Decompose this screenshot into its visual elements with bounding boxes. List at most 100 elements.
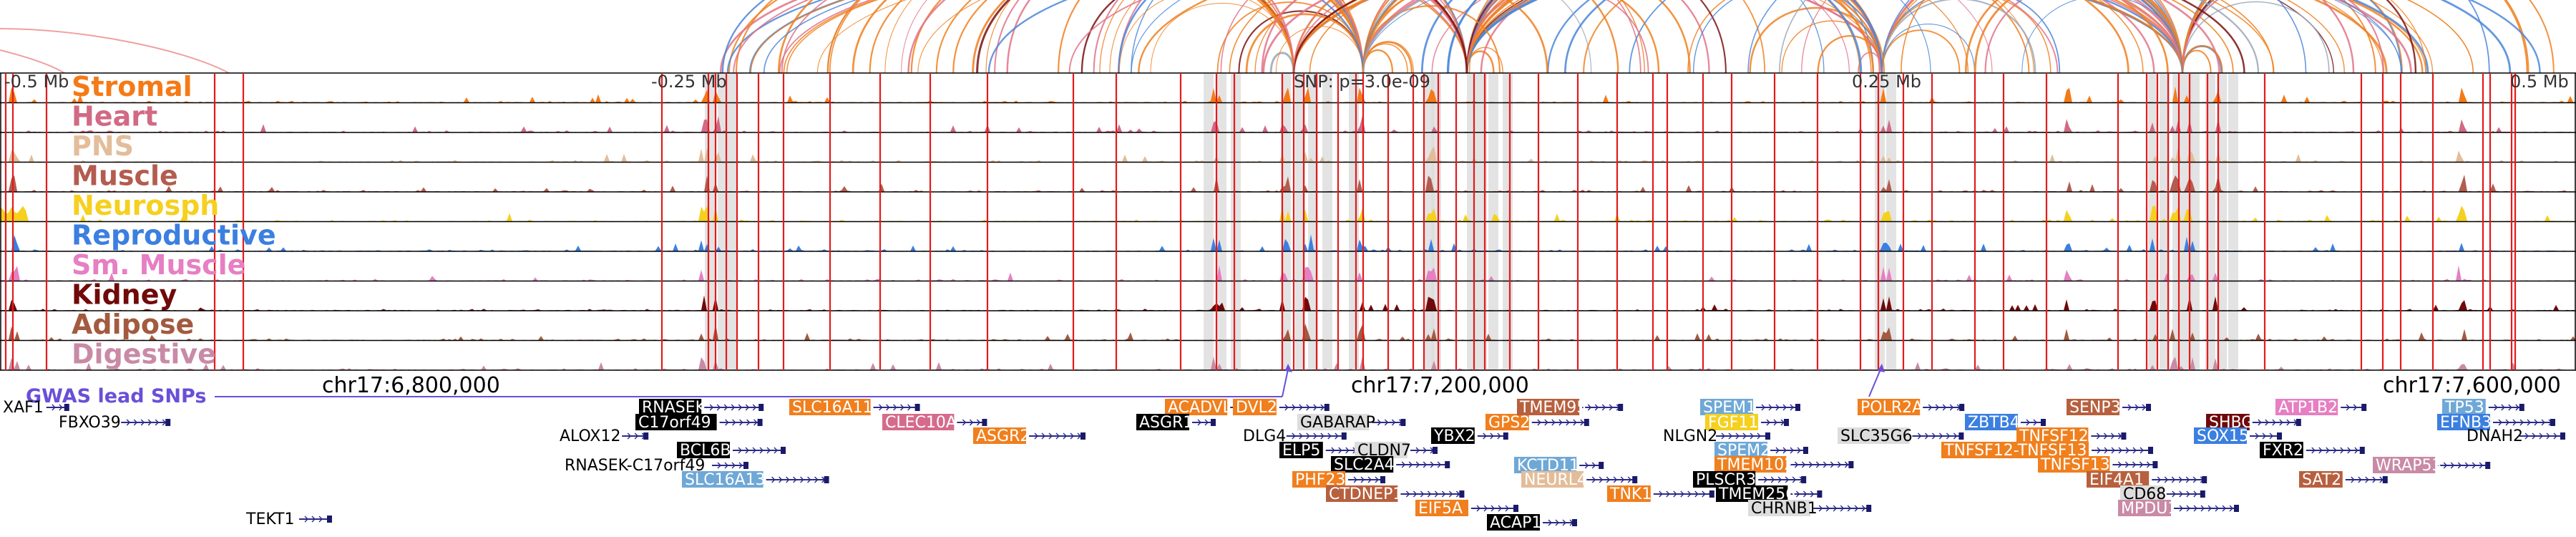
interaction-arc <box>1583 0 2183 74</box>
gene-label: WRAP53 <box>2376 457 2441 475</box>
gene-asgr2[interactable]: ASGR2 <box>973 427 1085 445</box>
gene-nlgn2[interactable]: NLGN2 <box>1663 427 1770 445</box>
strand-arrow <box>59 404 63 411</box>
interaction-arc <box>1118 0 1365 74</box>
interaction-arc <box>901 0 1294 74</box>
gene-chrnb1[interactable]: CHRNB1 <box>1748 500 1872 518</box>
strand-arrow <box>1782 447 1787 454</box>
gene-senp3[interactable]: SENP3 <box>2067 399 2151 417</box>
gene-rnasek[interactable]: RNASEK <box>639 399 764 417</box>
strand-arrow <box>2472 462 2477 469</box>
gene-exon <box>1341 432 1347 440</box>
strand-arrow <box>2111 447 2115 454</box>
gene-sox15[interactable]: SOX15 <box>2194 427 2282 445</box>
strand-arrow <box>1476 505 1480 512</box>
gene-slc35g6[interactable]: SLC35G6 <box>1838 427 1964 445</box>
gene-atp1b2[interactable]: ATP1B2 <box>2275 399 2367 417</box>
gene-elp5[interactable]: ELP5 <box>1279 442 1370 460</box>
gene-sat2[interactable]: SAT2 <box>2299 471 2388 489</box>
gene-eif5a[interactable]: EIF5A <box>1415 500 1518 518</box>
gene-tp53[interactable]: TP53 <box>2442 399 2524 417</box>
gene-exon <box>1618 404 1624 411</box>
gene-dlg4[interactable]: DLG4 <box>1243 427 1347 445</box>
strand-arrow <box>1306 432 1310 440</box>
strand-arrow <box>745 447 749 454</box>
gene-fbxo39[interactable]: FBXO39 <box>59 414 171 432</box>
interaction-arc <box>1362 0 1619 74</box>
strand-arrow <box>2200 505 2205 512</box>
gene-efnb3[interactable]: EFNB3 <box>2437 414 2555 432</box>
gene-fgf11[interactable]: FGF11 <box>1705 414 1789 432</box>
strand-arrow <box>1580 419 1584 426</box>
interaction-arc <box>976 0 1468 74</box>
gene-exon <box>1324 404 1330 411</box>
gene-tnk1[interactable]: TNK1 <box>1607 485 1714 503</box>
strand-arrow <box>2222 505 2226 512</box>
interaction-arc <box>1292 0 2388 74</box>
strand-arrow <box>1292 432 1296 440</box>
gene-dnah2[interactable]: DNAH2 <box>2467 427 2565 445</box>
strand-arrow <box>752 404 757 411</box>
gene-c17orf49[interactable]: C17orf49 <box>635 414 763 432</box>
gene-label-box <box>1693 471 1756 488</box>
gene-rnasek-c17orf49[interactable]: RNASEK-C17orf49 <box>565 457 748 475</box>
strand-arrow <box>1377 419 1382 426</box>
gene-ctdnep1[interactable]: CTDNEP1 <box>1326 485 1465 503</box>
gene-acap1[interactable]: ACAP1 <box>1487 514 1577 532</box>
strand-arrow <box>1620 476 1625 483</box>
gene-acadvl[interactable]: ACADVL <box>1165 399 1271 417</box>
strand-arrow <box>1795 490 1800 498</box>
gene-label-box <box>2118 500 2171 516</box>
gene-gabarap[interactable]: GABARAP <box>1297 414 1406 432</box>
interaction-arc <box>907 0 1468 74</box>
gene-polr2a[interactable]: POLR2A <box>1858 399 1965 417</box>
gene-zbtb4[interactable]: ZBTB4 <box>1965 414 2046 432</box>
strand-arrow <box>2318 447 2323 454</box>
track-label-muscle: Muscle <box>72 160 178 192</box>
strand-arrow <box>2505 419 2509 426</box>
gene-wrap53[interactable]: WRAP53 <box>2373 457 2491 475</box>
gene-neurl4[interactable]: NEURL4 <box>1521 471 1638 489</box>
gene-tnfsf13[interactable]: TNFSF13 <box>2038 456 2158 474</box>
gene-spem1[interactable]: SPEM1 <box>1700 399 1800 417</box>
gene-label-box <box>2299 471 2343 488</box>
gene-gps2[interactable]: GPS2 <box>1485 414 1589 432</box>
gene-tmem102[interactable]: TMEM102 <box>1714 456 1854 474</box>
strand-arrow <box>1555 519 1559 526</box>
gene-fxr2[interactable]: FXR2 <box>2260 442 2365 460</box>
gene-asgr1[interactable]: ASGR1 <box>1136 414 1216 432</box>
strand-arrow <box>786 476 790 483</box>
interaction-arc <box>1362 0 1641 74</box>
interaction-arc <box>2181 0 2385 74</box>
interaction-arc <box>972 0 1468 74</box>
gene-label-box <box>1700 399 1753 415</box>
gene-slc2a4[interactable]: SLC2A4 <box>1331 456 1450 474</box>
track-signal-muscle <box>0 175 2576 192</box>
gene-ybx2[interactable]: YBX2 <box>1431 427 1508 445</box>
strand-arrow <box>2365 476 2369 483</box>
gene-label: SENP3 <box>2069 399 2121 417</box>
strand-arrow <box>1938 432 1943 440</box>
gene-slc16a13[interactable]: SLC16A13 <box>682 471 829 489</box>
gene-mpdu1[interactable]: MPDU1 <box>2118 500 2239 518</box>
gene-dvl2[interactable]: DVL2 <box>1233 399 1330 417</box>
strand-arrow <box>1055 432 1060 440</box>
gene-label-box <box>882 414 955 430</box>
gene-xaf1[interactable]: XAF1 <box>3 399 69 417</box>
interaction-arc <box>1466 0 2434 74</box>
strand-arrow <box>1721 432 1725 440</box>
strand-arrow <box>1847 505 1852 512</box>
gene-clec10a[interactable]: CLEC10A <box>882 414 987 432</box>
gene-tmem95[interactable]: TMEM95 <box>1517 399 1624 417</box>
strand-arrow <box>2258 419 2262 426</box>
strand-arrow <box>1070 432 1074 440</box>
strand-arrow <box>634 432 639 440</box>
strand-arrow <box>627 432 632 440</box>
gene-slc16a11[interactable]: SLC16A11 <box>789 399 920 417</box>
gene-tekt1[interactable]: TEKT1 <box>245 511 332 528</box>
strand-arrow <box>2139 461 2144 468</box>
gene-exon <box>1380 476 1385 483</box>
gene-alox12[interactable]: ALOX12 <box>560 427 649 445</box>
strand-arrow <box>1702 490 1706 498</box>
gene-bcl6b[interactable]: BCL6B <box>677 442 786 460</box>
